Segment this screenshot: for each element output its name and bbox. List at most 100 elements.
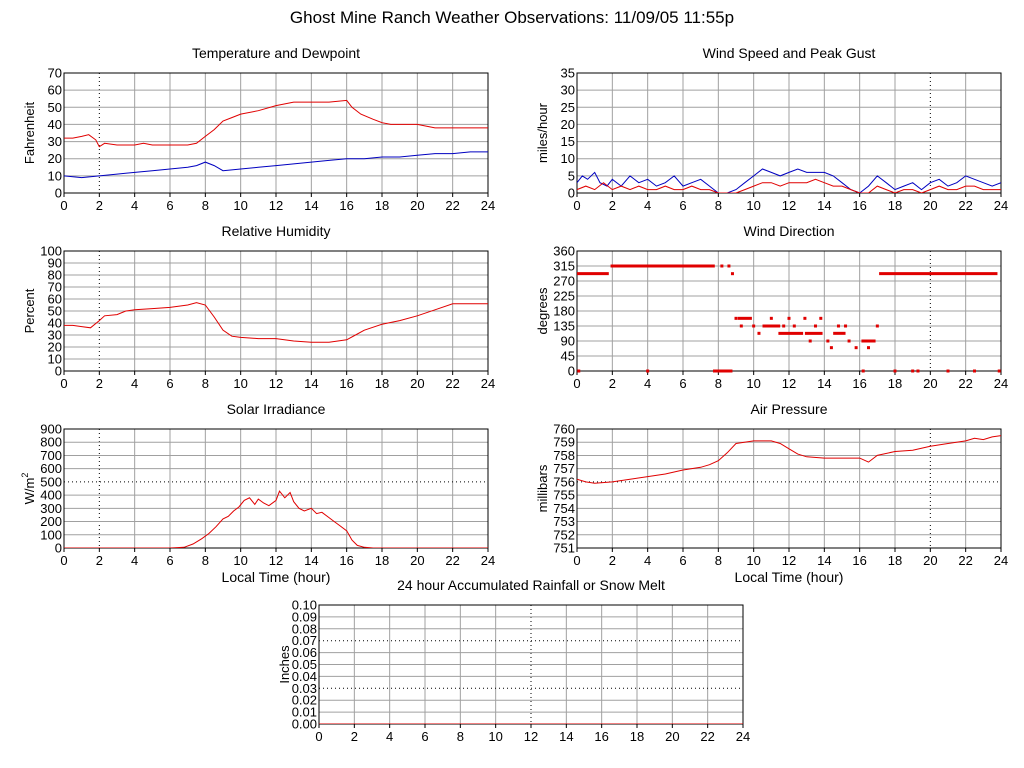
x-tick-label: 16 <box>339 553 353 568</box>
direction-point <box>911 369 915 373</box>
direction-point <box>727 264 731 268</box>
x-tick-label: 12 <box>782 198 796 213</box>
x-tick-label: 16 <box>852 553 866 568</box>
x-tick-label: 14 <box>304 376 318 391</box>
y-tick-label: 360 <box>553 244 575 259</box>
x-tick-label: 4 <box>644 198 651 213</box>
direction-point <box>946 369 950 373</box>
y-tick-label: 20 <box>561 117 575 132</box>
x-tick-label: 22 <box>700 729 714 744</box>
y-axis-label-text: Inches <box>277 645 292 684</box>
plot-frame <box>576 72 1002 194</box>
x-tick-label: 18 <box>888 198 902 213</box>
y-tick-label: 400 <box>40 488 62 503</box>
x-tick-label: 10 <box>746 376 760 391</box>
chart-title: Wind Speed and Peak Gust <box>703 45 876 61</box>
y-axis-label-superscript: 2 <box>20 473 30 478</box>
x-tick-label: 8 <box>202 198 209 213</box>
x-tick-label: 22 <box>958 553 972 568</box>
x-tick-label: 24 <box>481 553 495 568</box>
y-axis-label-text: Fahrenheit <box>22 102 37 165</box>
x-tick-label: 24 <box>481 198 495 213</box>
direction-point <box>814 324 817 328</box>
x-tick-label: 6 <box>166 553 173 568</box>
x-tick-label: 18 <box>375 198 389 213</box>
x-tick-label: 18 <box>630 729 644 744</box>
x-tick-label: 4 <box>131 553 138 568</box>
direction-point <box>764 324 768 328</box>
x-tick-label: 0 <box>573 376 580 391</box>
y-tick-label: 0.06 <box>292 645 317 660</box>
y-axis-label-text: degrees <box>535 287 550 334</box>
x-tick-label: 14 <box>304 553 318 568</box>
x-tick-label: 24 <box>994 198 1008 213</box>
y-tick-label: 35 <box>561 66 575 81</box>
x-tick-label: 4 <box>386 729 393 744</box>
x-tick-label: 16 <box>339 198 353 213</box>
x-tick-label: 20 <box>665 729 679 744</box>
y-tick-label: 80 <box>48 268 62 283</box>
x-tick-label: 4 <box>644 376 651 391</box>
direction-point <box>836 324 840 328</box>
x-tick-label: 8 <box>457 729 464 744</box>
series-line-0 <box>577 168 1001 193</box>
y-axis-label: W/m2 <box>20 473 37 505</box>
x-tick-label: 18 <box>888 553 902 568</box>
x-tick-label: 2 <box>96 553 103 568</box>
x-tick-label: 10 <box>233 376 247 391</box>
x-tick-label: 2 <box>609 553 616 568</box>
chart-title: Relative Humidity <box>222 223 331 239</box>
x-tick-label: 12 <box>269 198 283 213</box>
x-tick-label: 8 <box>715 553 722 568</box>
y-tick-label: 70 <box>48 66 62 81</box>
x-tick-label: 10 <box>746 198 760 213</box>
y-tick-label: 20 <box>48 151 62 166</box>
y-tick-label: 60 <box>48 292 62 307</box>
x-tick-label: 8 <box>202 553 209 568</box>
x-tick-label: 16 <box>852 376 866 391</box>
direction-point <box>893 369 897 373</box>
y-tick-label: 900 <box>40 422 62 437</box>
y-tick-label: 25 <box>561 100 575 115</box>
x-tick-label: 10 <box>233 198 247 213</box>
y-tick-label: 40 <box>48 316 62 331</box>
direction-point <box>787 316 791 320</box>
x-tick-label: 20 <box>410 198 424 213</box>
x-tick-label: 22 <box>958 198 972 213</box>
y-tick-label: 700 <box>40 448 62 463</box>
x-tick-label: 2 <box>351 729 358 744</box>
direction-point <box>819 316 823 320</box>
x-tick-label: 18 <box>888 376 902 391</box>
direction-point <box>808 339 812 343</box>
y-tick-label: 0.05 <box>292 657 317 672</box>
series-line-1 <box>577 178 1001 193</box>
x-tick-label: 14 <box>559 729 573 744</box>
direction-point <box>803 316 807 320</box>
chart-rain: 24 hour Accumulated Rainfall or Snow Mel… <box>277 577 750 744</box>
x-tick-label: 22 <box>445 198 459 213</box>
direction-point <box>861 369 865 373</box>
x-tick-label: 22 <box>445 553 459 568</box>
y-tick-label: 753 <box>553 514 575 529</box>
x-tick-label: 12 <box>782 376 796 391</box>
y-tick-label: 0.08 <box>292 621 317 636</box>
x-tick-label: 24 <box>994 553 1008 568</box>
y-tick-label: 600 <box>40 461 62 476</box>
plot-frame <box>576 250 1002 372</box>
x-tick-label: 22 <box>445 376 459 391</box>
y-tick-label: 100 <box>40 527 62 542</box>
direction-point <box>973 369 976 373</box>
y-tick-label: 135 <box>553 319 575 334</box>
x-tick-label: 6 <box>166 376 173 391</box>
direction-point <box>875 324 879 328</box>
y-tick-label: 50 <box>48 100 62 115</box>
x-tick-label: 2 <box>96 198 103 213</box>
y-tick-label: 0.07 <box>292 633 317 648</box>
page-title: Ghost Mine Ranch Weather Observations: 1… <box>289 8 735 27</box>
x-tick-label: 0 <box>60 376 67 391</box>
direction-point <box>769 316 773 320</box>
